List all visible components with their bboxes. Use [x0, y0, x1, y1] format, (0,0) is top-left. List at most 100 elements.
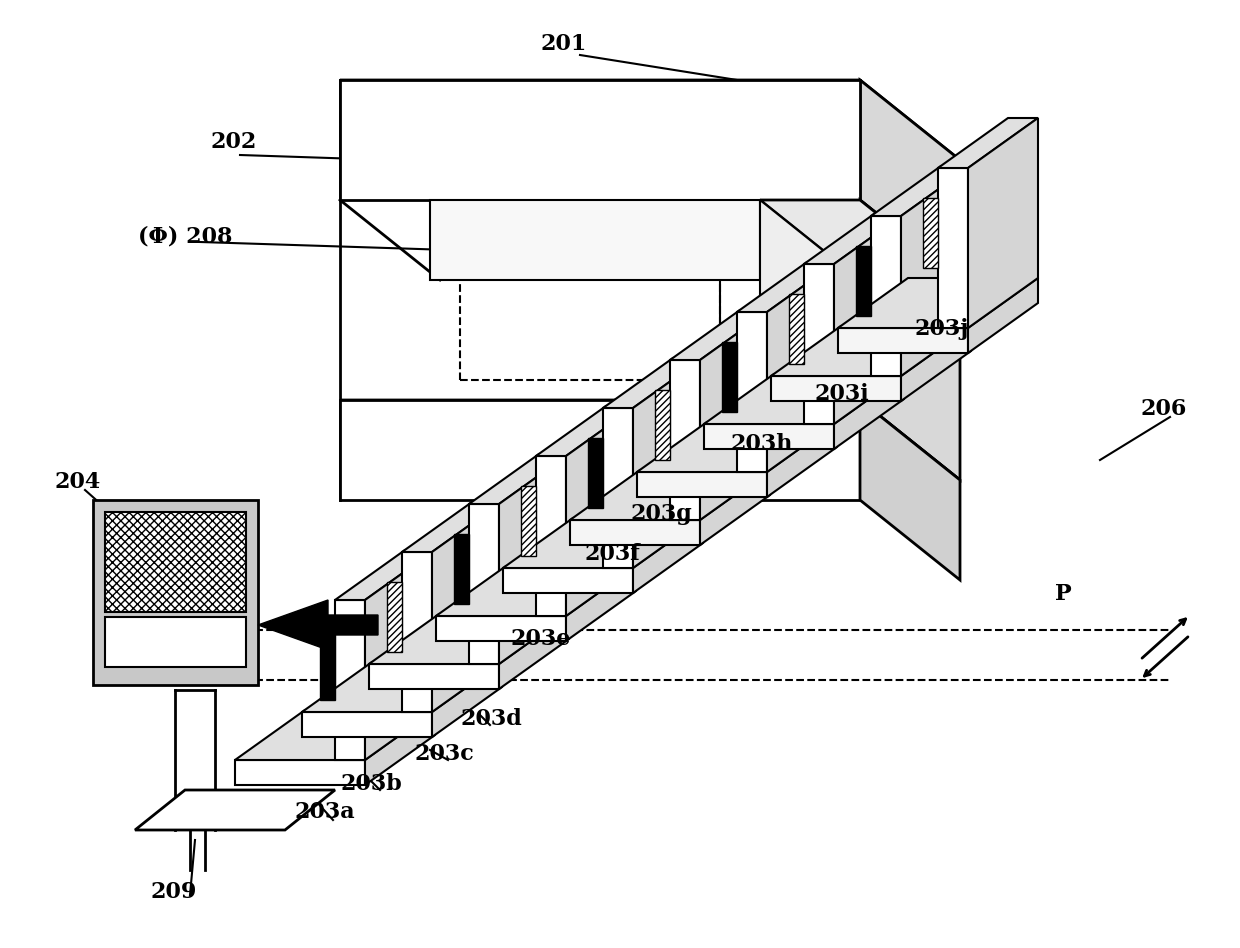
Polygon shape [789, 294, 804, 364]
Polygon shape [454, 534, 469, 604]
Polygon shape [340, 400, 960, 480]
Polygon shape [637, 422, 837, 472]
Polygon shape [603, 408, 632, 568]
Text: 203f: 203f [585, 543, 641, 565]
Polygon shape [570, 520, 701, 545]
Polygon shape [632, 358, 703, 568]
Polygon shape [320, 630, 335, 700]
Polygon shape [335, 550, 435, 600]
Polygon shape [430, 200, 760, 280]
Polygon shape [105, 617, 246, 667]
Polygon shape [804, 214, 904, 264]
Polygon shape [93, 500, 258, 685]
Text: 203b: 203b [340, 773, 402, 795]
Polygon shape [498, 454, 569, 664]
Polygon shape [565, 566, 636, 641]
Polygon shape [340, 80, 861, 200]
Polygon shape [105, 512, 246, 612]
Polygon shape [737, 312, 768, 472]
Polygon shape [236, 710, 435, 760]
Text: 203c: 203c [415, 743, 475, 765]
Polygon shape [701, 470, 770, 545]
Polygon shape [670, 310, 770, 360]
Text: 203e: 203e [510, 628, 570, 650]
Polygon shape [835, 374, 904, 449]
Polygon shape [521, 486, 536, 556]
Polygon shape [498, 614, 569, 689]
Polygon shape [923, 198, 937, 268]
Polygon shape [536, 456, 565, 616]
Polygon shape [402, 552, 432, 712]
Polygon shape [901, 326, 971, 401]
Polygon shape [870, 216, 901, 376]
Polygon shape [402, 502, 502, 552]
Polygon shape [760, 200, 861, 400]
Polygon shape [436, 566, 636, 616]
Polygon shape [737, 262, 837, 312]
Polygon shape [861, 80, 960, 280]
Polygon shape [303, 662, 502, 712]
Text: (Φ) 208: (Φ) 208 [138, 225, 233, 247]
Text: 201: 201 [539, 33, 587, 55]
Polygon shape [236, 760, 365, 785]
Polygon shape [901, 166, 971, 376]
Polygon shape [258, 600, 378, 650]
Polygon shape [503, 518, 703, 568]
Polygon shape [135, 790, 335, 830]
Polygon shape [503, 568, 632, 593]
Polygon shape [861, 400, 960, 580]
Text: P: P [1055, 583, 1071, 605]
Polygon shape [436, 616, 565, 641]
Polygon shape [704, 424, 835, 449]
Polygon shape [303, 712, 432, 737]
Polygon shape [536, 406, 636, 456]
Polygon shape [637, 472, 768, 497]
Polygon shape [704, 374, 904, 424]
Text: 203i: 203i [815, 383, 869, 405]
Polygon shape [760, 200, 960, 280]
Polygon shape [365, 710, 435, 785]
Polygon shape [722, 342, 737, 412]
Polygon shape [340, 80, 960, 160]
Polygon shape [370, 664, 498, 689]
Polygon shape [771, 376, 901, 401]
Polygon shape [768, 422, 837, 497]
Polygon shape [469, 454, 569, 504]
Polygon shape [565, 406, 636, 616]
Polygon shape [835, 214, 904, 424]
Polygon shape [335, 600, 365, 760]
Polygon shape [365, 550, 435, 760]
Polygon shape [588, 438, 603, 508]
Polygon shape [838, 278, 1038, 328]
Polygon shape [937, 118, 1038, 168]
Polygon shape [603, 358, 703, 408]
Polygon shape [655, 390, 670, 460]
Polygon shape [861, 200, 960, 480]
Polygon shape [804, 264, 835, 424]
Text: 203a: 203a [295, 801, 356, 823]
Polygon shape [856, 246, 870, 316]
Polygon shape [432, 662, 502, 737]
Polygon shape [768, 262, 837, 472]
Text: 202: 202 [210, 131, 257, 153]
Polygon shape [937, 168, 968, 328]
Text: 203h: 203h [730, 433, 792, 455]
Polygon shape [670, 360, 701, 520]
Text: 203j: 203j [915, 318, 970, 340]
Polygon shape [838, 328, 968, 353]
Polygon shape [370, 614, 569, 664]
Polygon shape [432, 502, 502, 712]
Polygon shape [469, 504, 498, 664]
Text: 204: 204 [55, 471, 102, 493]
Text: 209: 209 [150, 881, 196, 903]
Polygon shape [340, 400, 861, 500]
Polygon shape [968, 118, 1038, 328]
Polygon shape [760, 200, 861, 400]
Polygon shape [701, 310, 770, 520]
Polygon shape [632, 518, 703, 593]
Polygon shape [870, 166, 971, 216]
Polygon shape [387, 582, 402, 652]
Polygon shape [771, 326, 971, 376]
Text: 203d: 203d [460, 708, 522, 730]
Polygon shape [968, 278, 1038, 353]
